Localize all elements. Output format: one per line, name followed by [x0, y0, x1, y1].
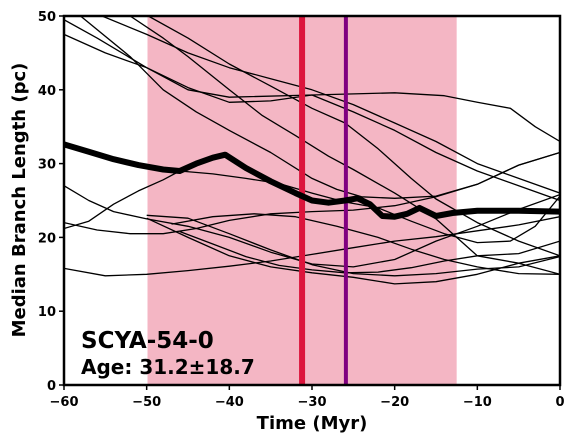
- series-line-6: [147, 16, 560, 257]
- series-line-12: [179, 230, 560, 274]
- y-tick-label: 10: [38, 305, 56, 320]
- y-tick-label: 20: [38, 231, 56, 246]
- annotation-title: SCYA-54-0: [81, 328, 214, 354]
- x-axis-label: Time (Myr): [257, 413, 368, 434]
- series-layer: [64, 16, 560, 285]
- x-tick-label: −20: [380, 395, 409, 410]
- y-axis-label: Median Branch Length (pc): [9, 63, 30, 338]
- x-tick-label: −50: [132, 395, 161, 410]
- x-tick-label: −60: [50, 395, 79, 410]
- series-line-8: [64, 151, 560, 235]
- x-tick-label: −30: [298, 395, 327, 410]
- series-line-13: [146, 217, 560, 285]
- series-line-14: [171, 213, 560, 275]
- y-tick-label: 30: [38, 158, 56, 173]
- series-line-9: [64, 170, 560, 244]
- annotation-subtitle: Age: 31.2±18.7: [81, 355, 255, 379]
- x-tick-label: 0: [555, 395, 564, 410]
- main-series-layer: [64, 141, 560, 220]
- tick-layer: −60 −50 −40 −30 −20 −10 0 0 10 20 30 40 50: [38, 10, 565, 410]
- x-tick-label: −40: [215, 395, 244, 410]
- series-line-3: [64, 33, 560, 202]
- series-line-10: [64, 216, 560, 277]
- series-line-11: [146, 214, 560, 277]
- series-line-2: [101, 16, 560, 194]
- x-tick-label: −10: [463, 395, 492, 410]
- y-tick-label: 50: [38, 10, 56, 25]
- y-tick-label: 0: [47, 379, 56, 394]
- main-series-line: [64, 141, 560, 220]
- y-tick-label: 40: [38, 84, 56, 99]
- series-line-1: [64, 19, 560, 143]
